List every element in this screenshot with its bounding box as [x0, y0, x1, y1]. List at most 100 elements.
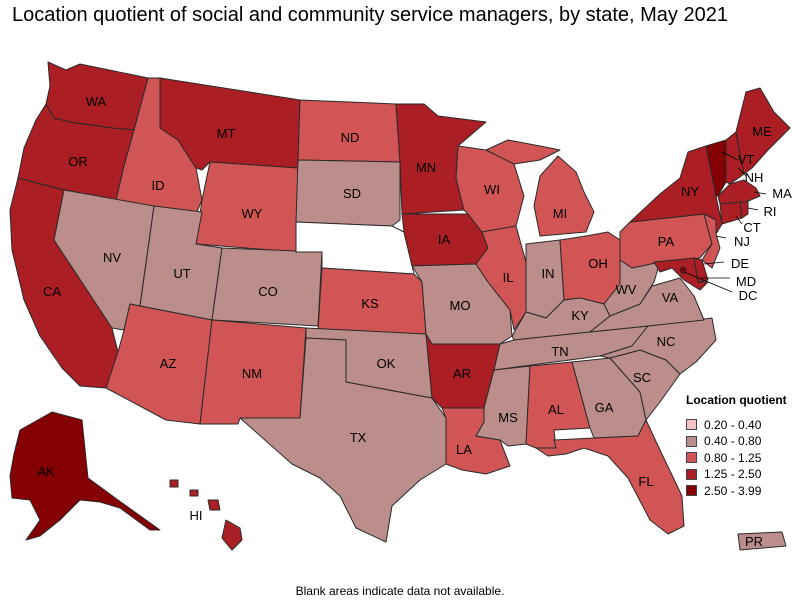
legend-item: 0.40 - 0.80	[686, 434, 796, 449]
state-NH[interactable]	[725, 131, 745, 185]
state-MI[interactable]	[533, 155, 595, 237]
label-VA: VA	[662, 290, 679, 305]
label-CO: CO	[258, 284, 278, 299]
label-VT: VT	[738, 152, 755, 167]
label-FL: FL	[638, 474, 653, 489]
label-TX: TX	[350, 430, 367, 445]
state-ME[interactable]	[735, 87, 791, 175]
state-HI-big[interactable]	[221, 519, 243, 551]
state-VT[interactable]	[705, 139, 727, 197]
state-PR[interactable]	[737, 531, 787, 551]
legend-swatch	[686, 452, 697, 463]
label-NM: NM	[242, 366, 262, 381]
label-NY: NY	[681, 184, 699, 199]
legend-label: 2.50 - 3.99	[704, 483, 762, 498]
state-IL[interactable]	[475, 225, 527, 331]
state-DC[interactable]	[679, 266, 687, 274]
label-NH: NH	[745, 170, 764, 185]
state-SD[interactable]	[295, 159, 401, 227]
legend-label: 0.80 - 1.25	[704, 450, 762, 465]
legend-swatch	[686, 485, 697, 496]
legend-label: 1.25 - 2.50	[704, 467, 762, 481]
label-MN: MN	[416, 160, 436, 175]
label-CA: CA	[43, 284, 61, 299]
legend-item: 0.80 - 1.25	[686, 450, 796, 465]
label-WV: WV	[616, 282, 637, 297]
state-HI-kauai[interactable]	[169, 479, 179, 488]
label-NC: NC	[657, 334, 676, 349]
state-labels: WA OR CA ID NV MT WY UT AZ CO NM ND SD K…	[37, 94, 792, 549]
label-OR: OR	[68, 154, 88, 169]
state-WY[interactable]	[195, 161, 299, 253]
label-RI: RI	[764, 204, 777, 219]
label-NV: NV	[103, 250, 121, 265]
legend-label: 0.40 - 0.80	[704, 434, 762, 448]
leader-NJ	[715, 235, 727, 239]
label-AZ: AZ	[160, 356, 177, 371]
legend-item: 0.20 - 0.40	[686, 417, 796, 432]
states-layer	[9, 61, 791, 551]
label-OH: OH	[588, 256, 608, 271]
state-NC[interactable]	[599, 317, 717, 375]
state-MD[interactable]	[653, 257, 709, 291]
label-PR: PR	[745, 534, 763, 549]
label-LA: LA	[456, 442, 472, 457]
label-AK: AK	[37, 464, 55, 479]
label-ID: ID	[152, 178, 165, 193]
leader-DC	[683, 271, 733, 293]
leader-RI	[747, 207, 759, 211]
label-MA: MA	[772, 186, 792, 201]
state-CT[interactable]	[719, 201, 743, 225]
leader-CT	[735, 215, 743, 225]
label-AL: AL	[548, 402, 564, 417]
label-WA: WA	[86, 94, 107, 109]
state-MI-upper[interactable]	[485, 139, 561, 165]
label-MD: MD	[736, 274, 756, 289]
legend-swatch	[686, 468, 697, 480]
label-SD: SD	[343, 186, 361, 201]
state-TX[interactable]	[239, 337, 447, 543]
label-UT: UT	[173, 266, 190, 281]
label-WI: WI	[484, 182, 500, 197]
legend: Location quotient 0.20 - 0.40 0.40 - 0.8…	[686, 393, 796, 500]
map-title: Location quotient of social and communit…	[12, 4, 728, 26]
label-SC: SC	[633, 370, 651, 385]
label-TN: TN	[551, 344, 568, 359]
label-PA: PA	[658, 234, 675, 249]
state-NJ[interactable]	[701, 213, 721, 269]
leader-NH	[737, 167, 747, 177]
label-OK: OK	[377, 356, 396, 371]
state-RI[interactable]	[739, 201, 749, 219]
label-MO: MO	[450, 298, 471, 313]
label-IN: IN	[542, 266, 555, 281]
leader-DE	[703, 261, 725, 265]
state-FL[interactable]	[535, 419, 685, 535]
state-HI-maui[interactable]	[207, 499, 221, 511]
label-DE: DE	[731, 256, 749, 271]
legend-title: Location quotient	[686, 393, 787, 407]
label-AR: AR	[453, 366, 471, 381]
leader-MA	[753, 191, 767, 195]
footnote: Blank areas indicate data not available.	[295, 584, 505, 598]
label-IA: IA	[438, 232, 451, 247]
label-MS: MS	[498, 410, 518, 425]
label-MT: MT	[217, 126, 236, 141]
state-AK[interactable]	[9, 411, 161, 541]
label-DC: DC	[739, 288, 758, 303]
label-MI: MI	[553, 206, 567, 221]
label-ND: ND	[341, 130, 360, 145]
label-NJ: NJ	[734, 234, 750, 249]
label-GA: GA	[595, 400, 614, 415]
label-HI: HI	[190, 508, 203, 523]
label-IL: IL	[503, 270, 514, 285]
legend-label: 0.20 - 0.40	[704, 417, 762, 432]
legend-item: 2.50 - 3.99	[686, 483, 796, 498]
label-CT: CT	[743, 220, 760, 235]
legend-swatch	[686, 419, 697, 430]
label-ME: ME	[752, 124, 772, 139]
state-HI-oahu[interactable]	[189, 489, 199, 497]
legend-item: 1.25 - 2.50	[686, 467, 796, 482]
label-WY: WY	[242, 206, 263, 221]
label-KS: KS	[361, 296, 379, 311]
